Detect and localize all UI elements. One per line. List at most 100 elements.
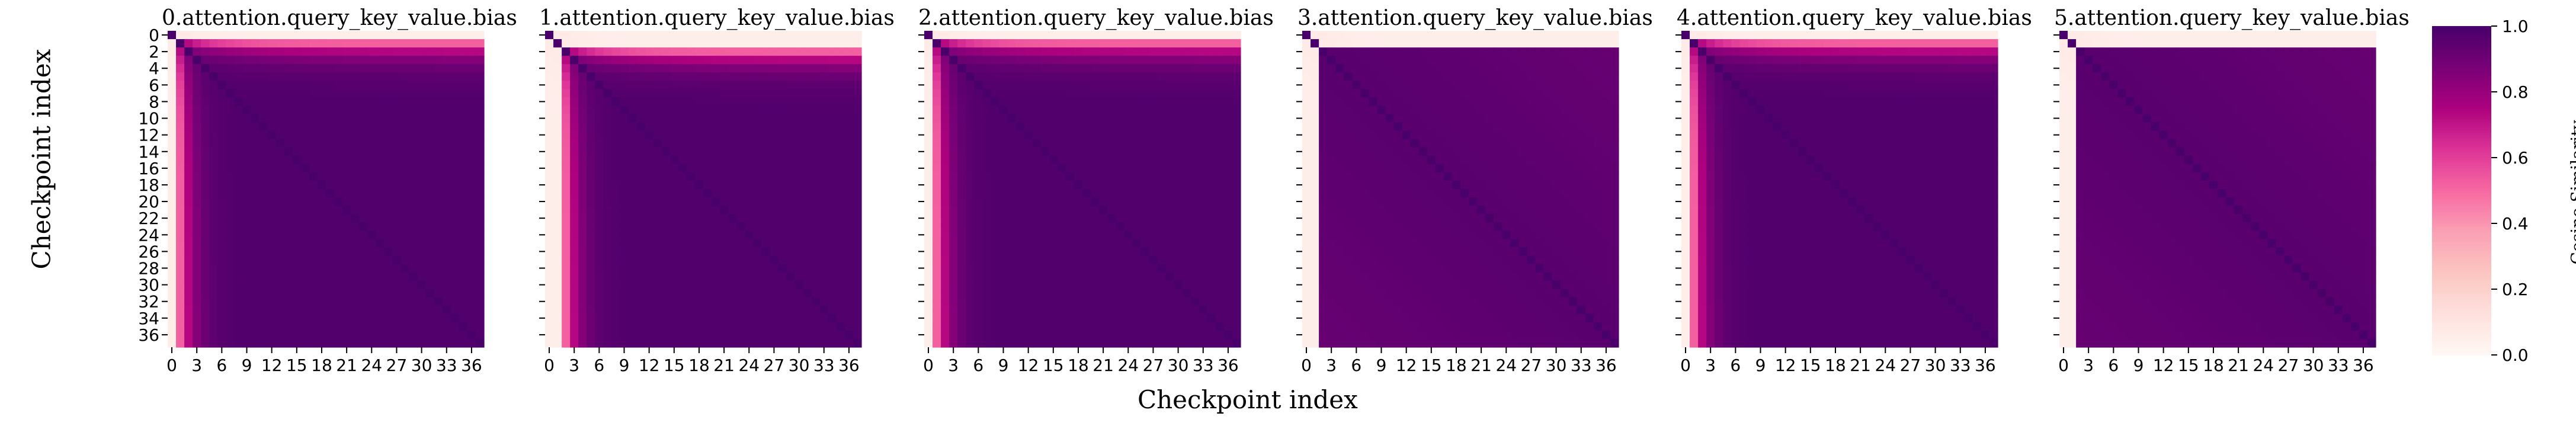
heatmap-cell <box>326 181 335 190</box>
heatmap-cell <box>1577 123 1586 132</box>
heatmap-cell <box>1224 230 1233 239</box>
heatmap-cell <box>1411 105 1420 114</box>
heatmap-cell <box>384 148 393 156</box>
heatmap-cell <box>687 214 696 223</box>
heatmap-cell <box>611 47 620 56</box>
heatmap-cell <box>326 239 335 248</box>
heatmap-cell <box>812 97 821 106</box>
heatmap-cell <box>1577 89 1586 98</box>
heatmap-cell <box>957 97 966 106</box>
heatmap-cell <box>999 314 1008 323</box>
heatmap-cell <box>645 314 654 323</box>
heatmap-cell <box>409 148 418 156</box>
heatmap-cell <box>1149 172 1158 181</box>
heatmap-cell <box>803 314 812 323</box>
heatmap-cell <box>562 230 571 239</box>
heatmap-cell <box>1477 105 1486 114</box>
heatmap-cell <box>562 56 571 65</box>
heatmap-cell <box>309 139 318 148</box>
heatmap-cell <box>1452 56 1461 65</box>
heatmap-cell <box>1610 131 1619 140</box>
heatmap-cell <box>745 181 754 190</box>
heatmap-cell <box>845 239 854 248</box>
heatmap-cell <box>309 339 318 348</box>
heatmap-cell <box>1107 181 1116 190</box>
heatmap-cell <box>1311 131 1319 140</box>
heatmap-cell <box>259 89 268 98</box>
heatmap-cell <box>1016 39 1025 48</box>
heatmap-cell <box>745 72 754 81</box>
heatmap-cell <box>176 197 185 206</box>
heatmap-cell <box>309 39 318 48</box>
heatmap-cell <box>193 206 201 214</box>
heatmap-cell <box>712 289 720 298</box>
heatmap-cell <box>276 255 285 264</box>
heatmap-cell <box>384 339 393 348</box>
heatmap-cell <box>1099 255 1108 264</box>
heatmap-cell <box>1311 39 1319 48</box>
heatmap-cell <box>217 56 226 65</box>
heatmap-cell <box>745 247 754 256</box>
heatmap-cell <box>193 239 201 248</box>
heatmap-cell <box>1419 89 1428 98</box>
heatmap-cell <box>1066 230 1075 239</box>
heatmap-cell <box>603 214 612 223</box>
heatmap-cell <box>1099 306 1108 315</box>
heatmap-cell <box>359 156 368 165</box>
heatmap-cell <box>384 306 393 315</box>
heatmap-cell <box>562 255 571 264</box>
heatmap-cell <box>1174 123 1183 132</box>
heatmap-cell <box>795 89 804 98</box>
heatmap-cell <box>401 314 409 323</box>
heatmap-cell <box>418 306 427 315</box>
heatmap-cell <box>1157 31 1166 40</box>
heatmap-cell <box>720 239 729 248</box>
heatmap-cell <box>1602 72 1611 81</box>
heatmap-cell <box>670 206 679 214</box>
heatmap-cell <box>787 181 796 190</box>
heatmap-cell <box>803 273 812 281</box>
heatmap-cell <box>268 123 277 132</box>
heatmap-cell <box>837 172 845 181</box>
heatmap-cell <box>1082 297 1091 306</box>
heatmap-cell <box>176 31 185 40</box>
heatmap-cell <box>184 281 193 290</box>
heatmap-cell <box>201 264 210 273</box>
heatmap-cell <box>217 331 226 340</box>
heatmap-cell <box>1066 47 1075 56</box>
heatmap-cell <box>703 273 712 281</box>
heatmap-cell <box>999 206 1008 214</box>
heatmap-cell <box>703 197 712 206</box>
heatmap-cell <box>957 331 966 340</box>
heatmap-cell <box>924 64 933 73</box>
heatmap-cell <box>392 114 401 123</box>
heatmap-cell <box>728 255 737 264</box>
heatmap-cell <box>1319 139 1328 148</box>
heatmap-cell <box>1082 148 1091 156</box>
heatmap-cell <box>795 97 804 106</box>
heatmap-cell <box>1469 114 1478 123</box>
heatmap-cell <box>1232 181 1241 190</box>
heatmap-cell <box>1008 289 1017 298</box>
heatmap-cell <box>409 322 418 331</box>
heatmap-cell <box>845 156 854 165</box>
heatmap-cell <box>637 222 646 231</box>
heatmap-cell <box>966 72 975 81</box>
heatmap-cell <box>1535 131 1544 140</box>
heatmap-cell <box>367 239 376 248</box>
heatmap-cell <box>326 31 335 40</box>
heatmap-cell <box>384 105 393 114</box>
heatmap-cell <box>974 264 983 273</box>
heatmap-cell <box>1232 339 1241 348</box>
heatmap-cell <box>176 156 185 165</box>
heatmap-cell <box>1199 222 1208 231</box>
heatmap-cell <box>587 206 595 214</box>
heatmap-cell <box>999 172 1008 181</box>
heatmap-cell <box>401 114 409 123</box>
heatmap-cell <box>778 239 787 248</box>
heatmap-cell <box>242 56 251 65</box>
heatmap-cell <box>736 297 745 306</box>
heatmap-cell <box>401 139 409 148</box>
heatmap-cell <box>301 331 310 340</box>
